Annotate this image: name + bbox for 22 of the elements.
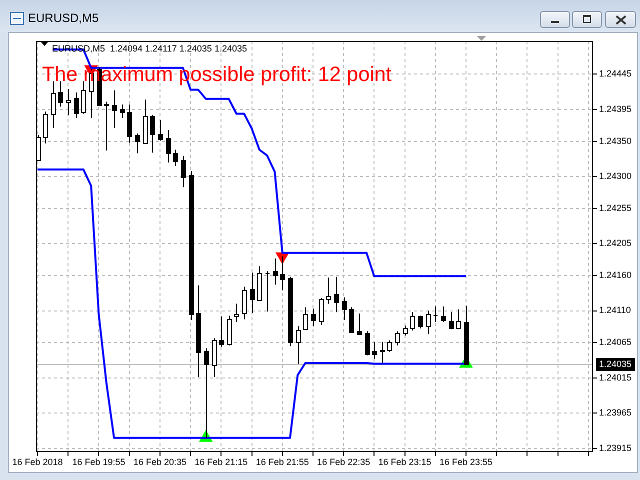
y-tick-label: 1.23915	[599, 442, 632, 453]
y-tick-label: 1.24445	[599, 68, 632, 79]
y-tick-label: 1.24205	[599, 238, 632, 248]
x-tick-label: 16 Feb 23:15	[378, 456, 432, 467]
y-tick-label: 1.24395	[599, 104, 632, 114]
chart-title: EURUSD,M5	[28, 11, 99, 26]
y-tick-label: 1.24160	[599, 270, 632, 280]
x-tick-label: 16 Feb 20:35	[133, 456, 186, 467]
x-tick-label: 16 Feb 19:55	[72, 456, 126, 467]
x-tick-label: 16 Feb 2018	[12, 456, 63, 467]
y-tick-label: 1.24110	[599, 305, 631, 316]
y-tick-label: 1.24350	[599, 136, 632, 146]
x-tick-label: 16 Feb 21:15	[194, 456, 248, 467]
y-tick-label: 1.24065	[599, 337, 632, 348]
ref-line-label: 1.24035	[599, 358, 632, 369]
y-tick-label: 1.23965	[599, 408, 632, 418]
y-tick-label: 1.24255	[599, 202, 632, 213]
y-tick-label: 1.24015	[599, 372, 632, 382]
x-tick-label: 16 Feb 22:35	[317, 456, 370, 467]
x-tick-label: 16 Feb 23:55	[439, 456, 493, 467]
x-tick-label: 16 Feb 21:55	[256, 456, 309, 467]
y-tick-label: 1.24300	[599, 171, 632, 182]
